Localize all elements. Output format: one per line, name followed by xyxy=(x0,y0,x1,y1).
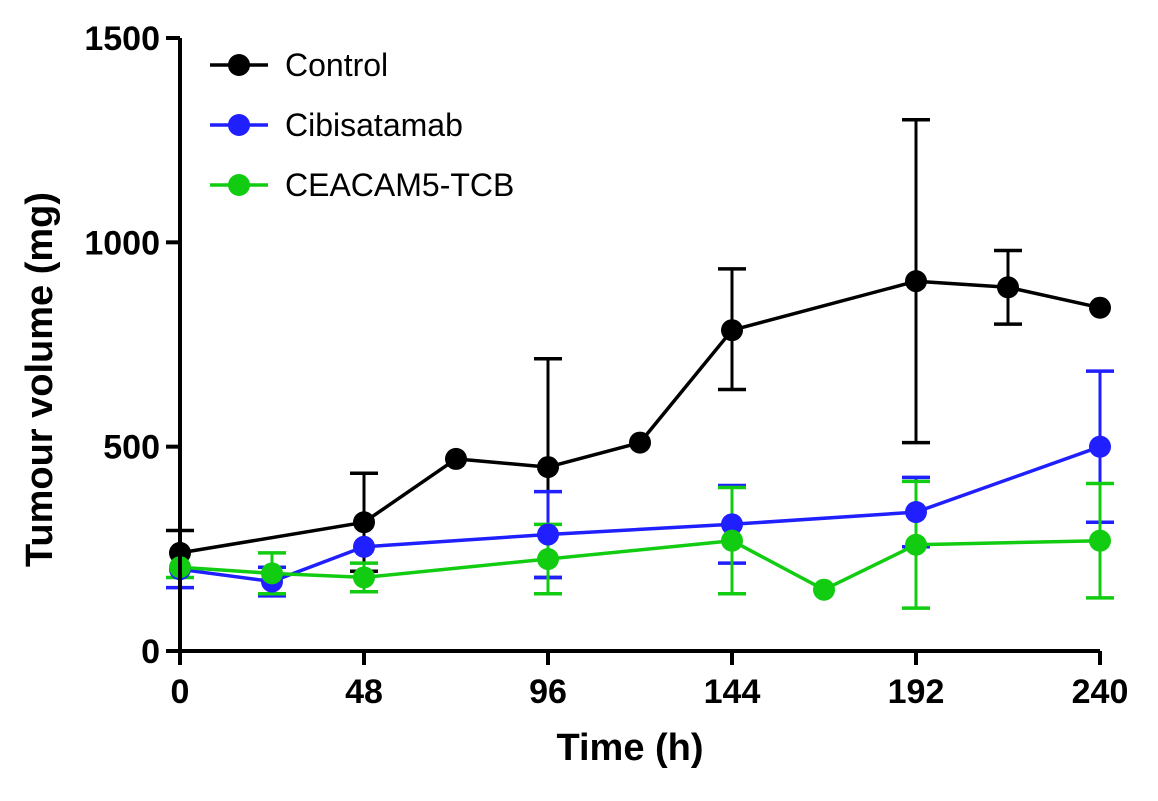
ceacam5-tcb-data-point xyxy=(261,562,283,585)
y-tick-label: 1000 xyxy=(84,224,160,262)
x-tick-label: 0 xyxy=(171,673,190,711)
cibisatamab-data-point xyxy=(353,535,375,558)
control-series-line xyxy=(179,279,1101,555)
ceacam5-tcb-data-point xyxy=(537,548,559,571)
series-points-layer xyxy=(169,270,1111,601)
control-data-point xyxy=(353,511,375,534)
y-tick-label: 0 xyxy=(141,633,160,671)
ceacam5-tcb-data-point xyxy=(813,578,835,601)
legend-swatch-marker xyxy=(228,54,250,76)
ceacam5-tcb-series-line xyxy=(179,538,1101,592)
ceacam5-tcb-data-point xyxy=(721,529,743,552)
x-tick-label: 48 xyxy=(345,673,383,711)
ticks-layer: 0 500 1000 1500 0 48 96 144 192 240 xyxy=(84,20,1128,711)
control-data-point xyxy=(445,447,467,470)
legend-item-ceacam5-tcb: CEACAM5-TCB xyxy=(210,167,514,203)
y-tick-label: 500 xyxy=(103,429,160,467)
x-axis-title: Time (h) xyxy=(556,727,703,769)
x-tick-label: 144 xyxy=(704,673,761,711)
control-data-point xyxy=(997,276,1019,299)
legend-item-control: Control xyxy=(210,47,388,83)
legend-label: Cibisatamab xyxy=(285,107,463,143)
x-tick-label: 96 xyxy=(529,673,567,711)
y-tick-label: 1500 xyxy=(84,20,160,58)
ceacam5-tcb-data-point xyxy=(905,533,927,556)
legend: Control Cibisatamab CEACAM5-TCB xyxy=(210,47,514,203)
cibisatamab-series-line xyxy=(179,445,1101,584)
legend-swatch-marker xyxy=(228,174,250,196)
cibisatamab-data-point xyxy=(537,523,559,546)
control-data-point xyxy=(629,431,651,454)
x-tick-label: 192 xyxy=(888,673,945,711)
ceacam5-tcb-data-point xyxy=(1089,529,1111,552)
ceacam5-tcb-data-point xyxy=(353,566,375,589)
legend-item-cibisatamab: Cibisatamab xyxy=(210,107,463,143)
axes-layer xyxy=(178,38,1100,653)
control-data-point xyxy=(1089,296,1111,319)
legend-swatch-marker xyxy=(228,114,250,136)
cibisatamab-data-point xyxy=(1089,435,1111,458)
control-data-point xyxy=(721,319,743,342)
legend-label: CEACAM5-TCB xyxy=(285,167,514,203)
x-tick-label: 240 xyxy=(1072,673,1129,711)
cibisatamab-data-point xyxy=(721,513,743,536)
control-data-point xyxy=(537,456,559,479)
cibisatamab-data-point xyxy=(905,501,927,524)
legend-label: Control xyxy=(285,47,388,83)
control-data-point xyxy=(905,270,927,293)
y-axis-title: Tumour volume (mg) xyxy=(19,192,61,567)
